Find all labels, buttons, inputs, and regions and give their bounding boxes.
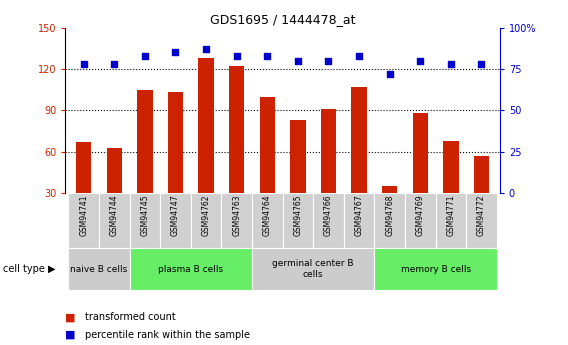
Text: plasma B cells: plasma B cells — [158, 265, 223, 274]
Bar — [191, 193, 222, 248]
Bar — [313, 193, 344, 248]
Bar — [260, 97, 275, 235]
Text: GSM94747: GSM94747 — [171, 195, 180, 236]
Bar — [198, 58, 214, 235]
Point — [385, 71, 394, 77]
Point — [79, 61, 88, 67]
Text: germinal center B
cells: germinal center B cells — [273, 259, 354, 279]
Bar — [466, 193, 497, 248]
Bar — [229, 66, 244, 235]
Text: GSM94763: GSM94763 — [232, 195, 241, 236]
Bar — [76, 142, 91, 235]
Bar — [222, 193, 252, 248]
Point — [202, 46, 211, 52]
Bar — [130, 193, 160, 248]
Text: GSM94741: GSM94741 — [79, 195, 88, 236]
Text: GSM94771: GSM94771 — [446, 195, 456, 236]
Bar — [344, 193, 374, 248]
Bar — [160, 193, 191, 248]
Bar — [374, 193, 405, 248]
Bar — [68, 193, 99, 248]
Bar — [436, 193, 466, 248]
Point — [416, 58, 425, 63]
Bar — [352, 87, 367, 235]
Point — [324, 58, 333, 63]
Text: GSM94768: GSM94768 — [385, 195, 394, 236]
Text: GSM94772: GSM94772 — [477, 195, 486, 236]
Text: GSM94767: GSM94767 — [354, 195, 364, 236]
Bar — [168, 92, 183, 235]
Bar — [130, 248, 252, 290]
Text: memory B cells: memory B cells — [400, 265, 471, 274]
Bar — [283, 193, 313, 248]
Text: GSM94769: GSM94769 — [416, 195, 425, 236]
Bar — [107, 148, 122, 235]
Point — [263, 53, 272, 59]
Point — [232, 53, 241, 59]
Text: GSM94745: GSM94745 — [140, 195, 149, 236]
Text: GSM94744: GSM94744 — [110, 195, 119, 236]
Point — [140, 53, 149, 59]
Title: GDS1695 / 1444478_at: GDS1695 / 1444478_at — [210, 13, 356, 27]
Bar — [252, 193, 283, 248]
Text: GSM94764: GSM94764 — [263, 195, 272, 236]
Bar — [382, 186, 398, 235]
Text: GSM94765: GSM94765 — [294, 195, 302, 236]
Bar — [68, 248, 130, 290]
Text: ■: ■ — [65, 313, 76, 322]
Text: GSM94766: GSM94766 — [324, 195, 333, 236]
Point — [354, 53, 364, 59]
Point — [446, 61, 456, 67]
Point — [477, 61, 486, 67]
Bar — [252, 248, 374, 290]
Bar — [405, 193, 436, 248]
Point — [110, 61, 119, 67]
Point — [171, 50, 180, 55]
Text: ■: ■ — [65, 330, 76, 339]
Point — [293, 58, 302, 63]
Text: transformed count: transformed count — [85, 313, 176, 322]
Bar — [321, 109, 336, 235]
Bar — [137, 90, 153, 235]
Bar — [290, 120, 306, 235]
Bar — [443, 141, 458, 235]
Bar — [474, 156, 489, 235]
Bar — [412, 113, 428, 235]
Bar — [99, 193, 130, 248]
Text: percentile rank within the sample: percentile rank within the sample — [85, 330, 250, 339]
Text: cell type ▶: cell type ▶ — [3, 264, 55, 274]
Text: GSM94762: GSM94762 — [202, 195, 211, 236]
Text: naive B cells: naive B cells — [70, 265, 128, 274]
Bar — [374, 248, 497, 290]
